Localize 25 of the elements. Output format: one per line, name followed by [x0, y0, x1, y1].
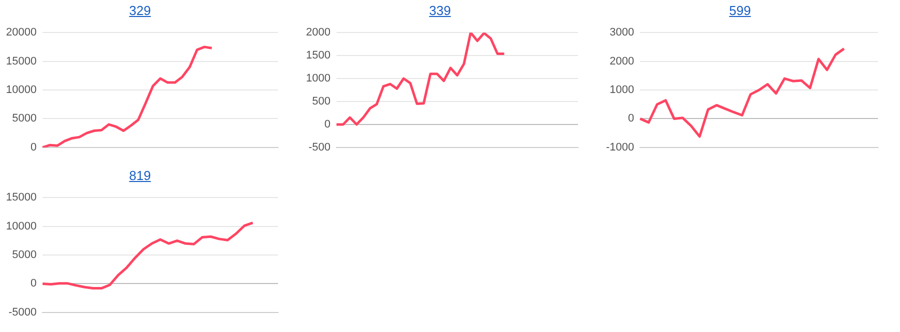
y-tick-label: 3000: [610, 26, 634, 39]
y-tick-label: 5000: [12, 249, 37, 262]
y-tick-label: 500: [312, 96, 330, 108]
y-tick-label: 20000: [6, 26, 37, 39]
y-tick-label: 2000: [610, 55, 634, 68]
y-tick-label: -500: [308, 141, 330, 154]
y-tick-label: 0: [30, 141, 37, 154]
y-tick-label: 5000: [12, 112, 37, 125]
y-tick-label: 0: [628, 112, 634, 125]
chart-title: 599: [728, 2, 752, 20]
y-tick-label: -5000: [8, 306, 37, 318]
y-tick-label: 2000: [306, 26, 330, 39]
y-tick-label: 10000: [6, 220, 37, 232]
y-tick-label: 15000: [6, 55, 37, 68]
y-tick-label: -1000: [606, 141, 634, 154]
y-tick-label: 1500: [306, 50, 330, 62]
y-tick-label: 1000: [306, 72, 330, 85]
y-tick-label: 0: [324, 118, 330, 130]
y-tick-label: 15000: [6, 192, 37, 204]
y-tick-label: 10000: [6, 84, 37, 96]
chart-title: 329: [128, 2, 152, 20]
chart-title: 819: [128, 167, 152, 185]
y-tick-label: 1000: [610, 84, 634, 96]
chart-title: 339: [428, 2, 452, 20]
y-tick-label: 0: [30, 278, 37, 290]
